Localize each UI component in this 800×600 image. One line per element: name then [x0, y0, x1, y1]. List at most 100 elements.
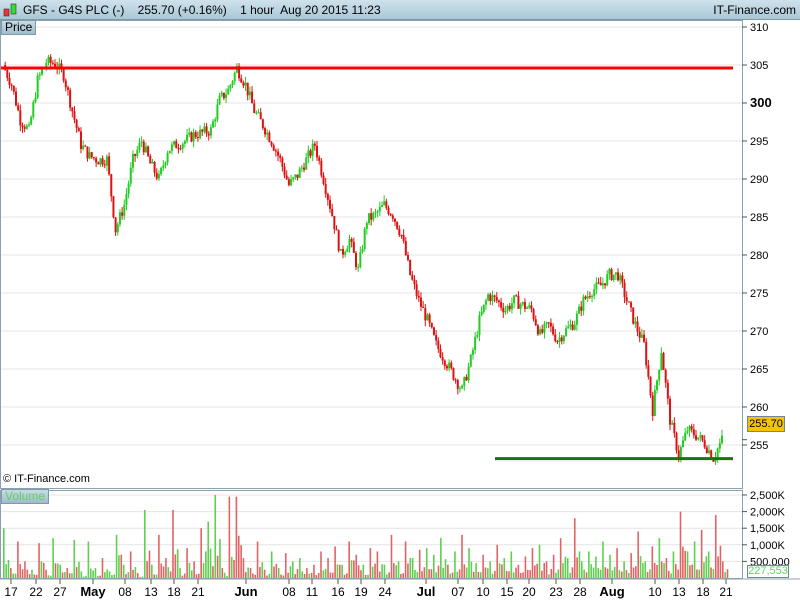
x-tick-label: 19	[354, 585, 368, 599]
volume-bar	[496, 544, 499, 578]
candle-body	[653, 390, 656, 416]
candle-body	[32, 101, 35, 118]
volume-bar	[160, 563, 163, 578]
brand-link[interactable]: IT-Finance.com	[713, 3, 796, 17]
volume-bar	[216, 555, 219, 578]
candle-body	[331, 208, 334, 216]
volume-bar	[277, 568, 280, 578]
candle-body	[495, 296, 498, 301]
volume-bar	[522, 572, 524, 578]
volume-bar	[712, 569, 715, 578]
candle-body	[445, 365, 448, 369]
candle-body	[430, 322, 433, 328]
candle-body	[71, 107, 74, 112]
volume-bar	[233, 559, 235, 578]
candle-body	[530, 305, 533, 310]
candle-body	[311, 143, 314, 156]
candle-body	[634, 321, 637, 324]
volume-bar	[92, 570, 94, 578]
candle-body	[545, 322, 548, 324]
price-tick-label: 300	[750, 95, 772, 110]
volume-bar	[613, 566, 616, 578]
candle-body	[40, 69, 43, 75]
price-tick-label: 270	[750, 326, 768, 338]
volume-bar	[49, 575, 52, 578]
volume-bar	[505, 571, 508, 578]
volume-bar	[397, 561, 400, 578]
candle-body	[274, 150, 277, 152]
candle-body	[361, 249, 364, 252]
volume-bar	[96, 575, 99, 578]
volume-bar	[174, 554, 177, 578]
candle-body	[322, 175, 325, 184]
candle-body	[30, 117, 33, 125]
volume-bar	[353, 560, 355, 578]
candle-body	[129, 167, 132, 184]
volume-bar	[155, 574, 158, 578]
candle-body	[404, 240, 407, 255]
volume-bar	[292, 561, 294, 578]
candle-body	[175, 141, 178, 149]
candle-body	[229, 85, 232, 89]
candle-body	[469, 354, 472, 367]
volume-bar	[700, 529, 703, 578]
candle-body	[435, 334, 438, 341]
volume-bar	[80, 571, 83, 578]
volume-bar	[237, 535, 240, 578]
volume-bar	[402, 573, 405, 578]
volume-bar	[127, 572, 130, 578]
candle-body	[487, 294, 490, 301]
volume-bar	[47, 575, 50, 578]
volume-bar	[299, 558, 301, 578]
candle-body	[38, 74, 41, 76]
volume-bar	[14, 573, 17, 578]
volume-bar	[334, 546, 336, 578]
candle-body	[638, 331, 641, 338]
candle-body	[300, 167, 303, 169]
volume-bar	[696, 569, 698, 578]
volume-bar	[200, 528, 202, 578]
volume-bar	[470, 561, 473, 578]
volume-bar	[240, 545, 242, 578]
volume-bar	[350, 560, 353, 578]
candle-body	[556, 341, 559, 343]
candle-body	[264, 128, 267, 135]
volume-bar	[336, 564, 339, 578]
x-tick-label: May	[80, 584, 106, 599]
volume-bar	[609, 554, 611, 578]
candle-body	[510, 303, 513, 310]
x-tick-label: 20	[522, 585, 536, 599]
candle-body	[376, 211, 379, 213]
candle-body	[721, 435, 723, 444]
candle-body	[157, 174, 160, 179]
candle-body	[294, 174, 297, 178]
volume-bar	[635, 566, 637, 578]
candle-body	[296, 174, 299, 178]
candle-body	[463, 376, 466, 386]
volume-bar	[270, 551, 273, 578]
price-tick-label: 310	[750, 22, 768, 34]
volume-bar	[472, 571, 475, 578]
volume-bar	[423, 567, 426, 578]
candle-body	[266, 132, 269, 135]
candle-body	[209, 127, 212, 136]
candle-body	[688, 426, 691, 432]
volume-bar	[390, 534, 393, 578]
candle-body	[491, 295, 494, 301]
candle-body	[160, 167, 163, 175]
candle-body	[164, 162, 167, 166]
volume-bar	[597, 567, 600, 578]
volume-bar	[644, 561, 647, 578]
candle-body	[701, 435, 704, 441]
candle-body	[190, 132, 193, 142]
volume-bar	[118, 555, 120, 578]
volume-bar	[275, 563, 278, 578]
volume-bar	[12, 573, 14, 578]
candle-body	[225, 94, 228, 99]
candle-body	[287, 179, 290, 186]
volume-bar	[256, 541, 259, 578]
volume-bar	[653, 562, 656, 578]
candle-body	[166, 153, 169, 163]
volume-bar	[722, 561, 724, 578]
